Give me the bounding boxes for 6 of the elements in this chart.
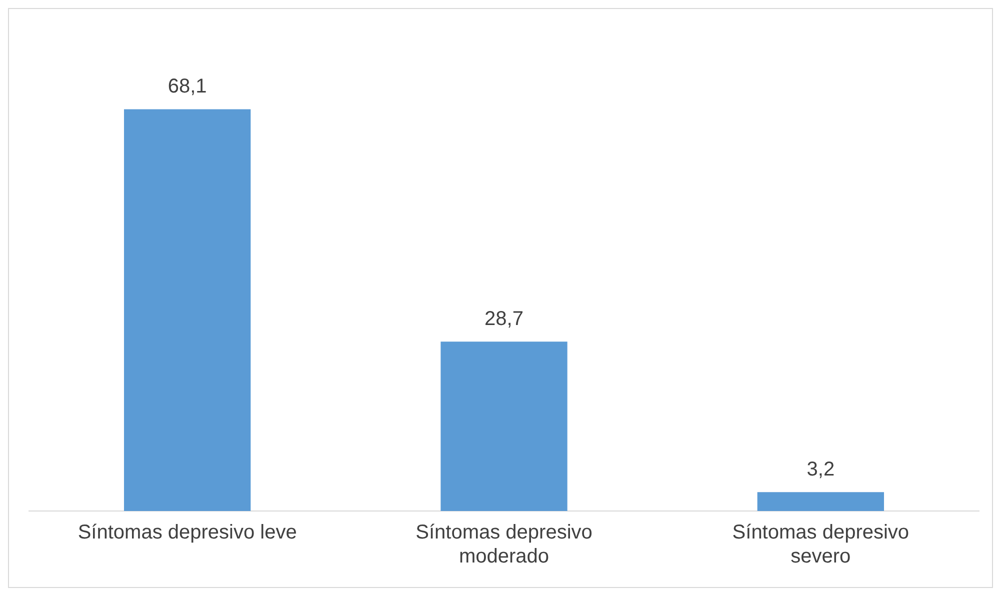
- data-label: 3,2: [806, 458, 835, 481]
- x-tick-label: Síntomas depresivo severo: [732, 522, 910, 568]
- data-label: 68,1: [168, 76, 207, 98]
- x-tick-label: Síntomas depresivo moderado: [416, 522, 592, 568]
- x-tick-label: Síntomas depresivo leve: [78, 522, 297, 544]
- data-label: 28,7: [484, 308, 524, 330]
